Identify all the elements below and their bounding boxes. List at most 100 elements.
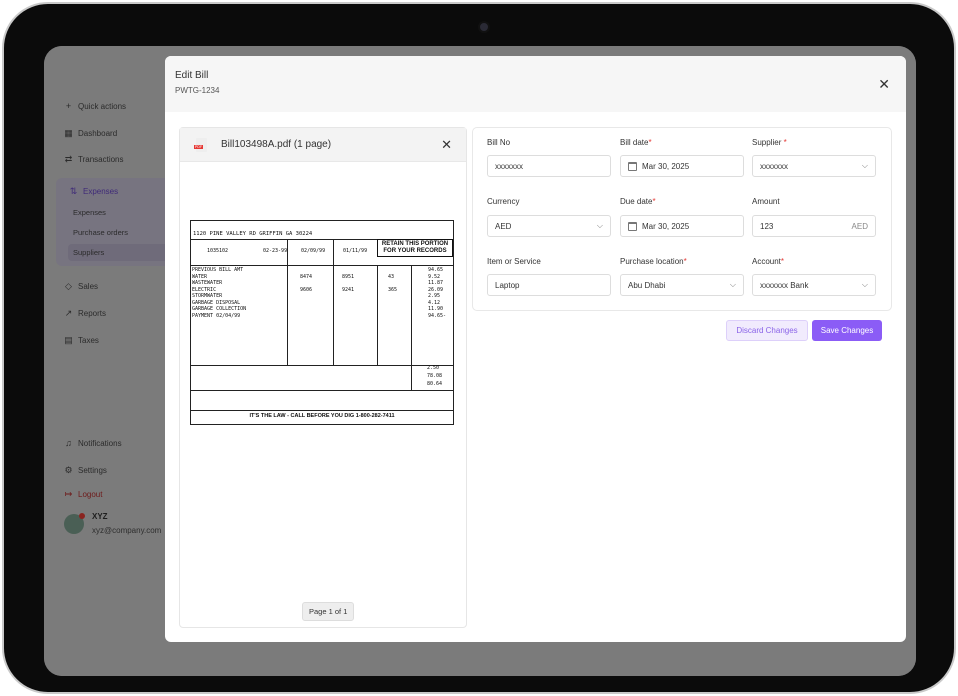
avatar[interactable] (64, 514, 84, 534)
bill-line-cell: 9606 (300, 286, 313, 293)
sidebar-item-transactions[interactable]: ⇄ Transactions (64, 154, 124, 164)
close-icon[interactable]: ✕ (878, 76, 890, 92)
sidebar-item-reports[interactable]: ↗ Reports (64, 308, 107, 318)
currency-value: AED (495, 221, 512, 231)
grid-icon: ▦ (64, 128, 73, 138)
sidebar-item-quick-actions[interactable]: + Quick actions (65, 101, 127, 111)
bill-previous-date: 01/11/99 (343, 248, 368, 254)
bill-total: 2.50 (427, 365, 440, 371)
due-date-label: Due date* (620, 197, 656, 206)
supplier-label: Supplier * (752, 138, 787, 147)
bill-line-cell: 9.52 (428, 273, 441, 280)
supplier-select[interactable]: xxxxxxx ⌵ (752, 155, 876, 177)
bill-line-cell: WASTEWATER (192, 280, 223, 286)
bill-line-cell: WATER (192, 273, 208, 280)
tag-icon: ◇ (65, 281, 72, 291)
sidebar-subitem-suppliers[interactable]: Suppliers (73, 248, 105, 257)
bill-no-label: Bill No (487, 138, 511, 147)
save-changes-button[interactable]: Save Changes (812, 320, 882, 341)
chart-icon: ↗ (64, 308, 73, 318)
account-select[interactable]: xxxxxxx Bank ⌵ (752, 274, 876, 296)
page-indicator: Page 1 of 1 (302, 602, 355, 621)
bill-line-cell: STORMWATER (192, 293, 223, 299)
sidebar-item-logout[interactable]: ↦ Logout (64, 489, 103, 499)
bill-account-no: 1035102 (207, 248, 229, 254)
user-email: xyz@company.com (92, 526, 162, 535)
arrows-icon: ⇄ (64, 154, 73, 164)
bill-line-cell: 11.87 (428, 280, 444, 286)
bill-line-cell: 8474 (300, 273, 313, 280)
bill-retain-box: RETAIN THIS PORTION FOR YOUR RECORDS (377, 239, 453, 257)
bill-line-cell: PREVIOUS BILL AMT (192, 267, 244, 273)
modal-subtitle: PWTG-1234 (175, 86, 220, 95)
amount-unit: AED (851, 221, 868, 231)
item-value: Laptop (495, 280, 520, 290)
account-value: xxxxxxx Bank (760, 280, 809, 290)
bill-form: Bill No xxxxxxx Bill date* Mar 30, 2025 … (472, 127, 892, 311)
bill-line-cell: 43 (388, 273, 395, 280)
bill-line-cell: ELECTRIC (192, 286, 217, 293)
chevron-down-icon: ⌵ (729, 280, 736, 289)
camera (478, 21, 490, 33)
screen: + Quick actions ▦ Dashboard ⇄ Transactions … (44, 46, 916, 676)
bill-image: 1120 PINE VALLEY RD GRIFFIN GA 30224 103… (190, 220, 454, 425)
bill-date-input[interactable]: Mar 30, 2025 (620, 155, 744, 177)
amount-input[interactable]: 123 AED (752, 215, 876, 237)
bell-icon: ♫ (65, 438, 72, 448)
chevron-down-icon: ⌵ (596, 221, 603, 230)
bill-footer: IT'S THE LAW - CALL BEFORE YOU DIG 1-800… (249, 413, 395, 419)
bill-line-cell: 365 (388, 286, 398, 293)
bill-date-label: Bill date* (620, 138, 652, 147)
currency-label: Currency (487, 197, 520, 206)
currency-select[interactable]: AED ⌵ (487, 215, 611, 237)
calendar-icon (628, 161, 637, 171)
due-date-input[interactable]: Mar 30, 2025 (620, 215, 744, 237)
sort-icon: ⇅ (69, 186, 78, 196)
sidebar-subitem-purchase-orders[interactable]: Purchase orders (73, 228, 129, 237)
bill-line-cell: GARBAGE COLLECTION (192, 306, 247, 312)
location-value: Abu Dhabi (628, 280, 666, 290)
sidebar-item-sales[interactable]: ◇ Sales (65, 281, 99, 291)
bill-present-date: 02/09/99 (301, 248, 326, 254)
bill-line-cell: 26.09 (428, 286, 444, 293)
item-label: Item or Service (487, 257, 541, 266)
bill-line-cell: 94.65 (428, 267, 444, 273)
sidebar-item-settings[interactable]: ⚙ Settings (64, 465, 107, 475)
modal-header: Edit Bill PWTG-1234 (165, 56, 906, 112)
modal-title: Edit Bill (175, 70, 209, 81)
bill-line-cell: 94.65- (428, 312, 447, 319)
sidebar-item-taxes[interactable]: ▤ Taxes (64, 335, 99, 345)
user-name: XYZ (92, 512, 108, 521)
bill-line-cell: 9241 (342, 286, 355, 293)
account-label: Account* (752, 257, 785, 266)
item-input[interactable]: Laptop (487, 274, 611, 296)
sidebar-subitem-expenses[interactable]: Expenses (73, 208, 106, 217)
document-header: Bill103498A.pdf (1 page) (180, 128, 466, 162)
logout-icon: ↦ (64, 489, 73, 499)
bill-total: 80.64 (427, 381, 443, 387)
discard-changes-button[interactable]: Discard Changes (726, 320, 808, 341)
bill-line-cell: 11.90 (428, 306, 444, 312)
bill-date-value: Mar 30, 2025 (642, 161, 690, 171)
location-label: Purchase location* (620, 257, 687, 266)
status-dot (79, 513, 85, 519)
bill-no-value: xxxxxxx (495, 161, 523, 171)
bill-line-cell: 2.95 (428, 293, 441, 299)
selected-highlight (68, 244, 178, 261)
document-icon: ▤ (64, 335, 73, 345)
close-document-icon[interactable]: ✕ (441, 137, 452, 152)
due-date-value: Mar 30, 2025 (642, 221, 690, 231)
sidebar-item-expenses[interactable]: ⇅ Expenses (69, 186, 119, 196)
bill-no-input[interactable]: xxxxxxx (487, 155, 611, 177)
edit-bill-modal: Edit Bill PWTG-1234 ✕ Bill103498A.pdf (1… (165, 56, 906, 642)
location-select[interactable]: Abu Dhabi ⌵ (620, 274, 744, 296)
sidebar-item-dashboard[interactable]: ▦ Dashboard (64, 128, 118, 138)
bill-line-cell: GARBAGE DISPOSAL (192, 299, 241, 306)
bill-payment-due: 02-23-99 (263, 248, 288, 254)
plus-icon: + (65, 101, 72, 111)
bill-total: 78.08 (427, 373, 443, 379)
amount-label: Amount (752, 197, 780, 206)
document-preview: Bill103498A.pdf (1 page) ✕ 1120 PINE VAL… (179, 127, 467, 628)
amount-value: 123 (760, 221, 774, 231)
sidebar-item-notifications[interactable]: ♫ Notifications (65, 438, 122, 448)
